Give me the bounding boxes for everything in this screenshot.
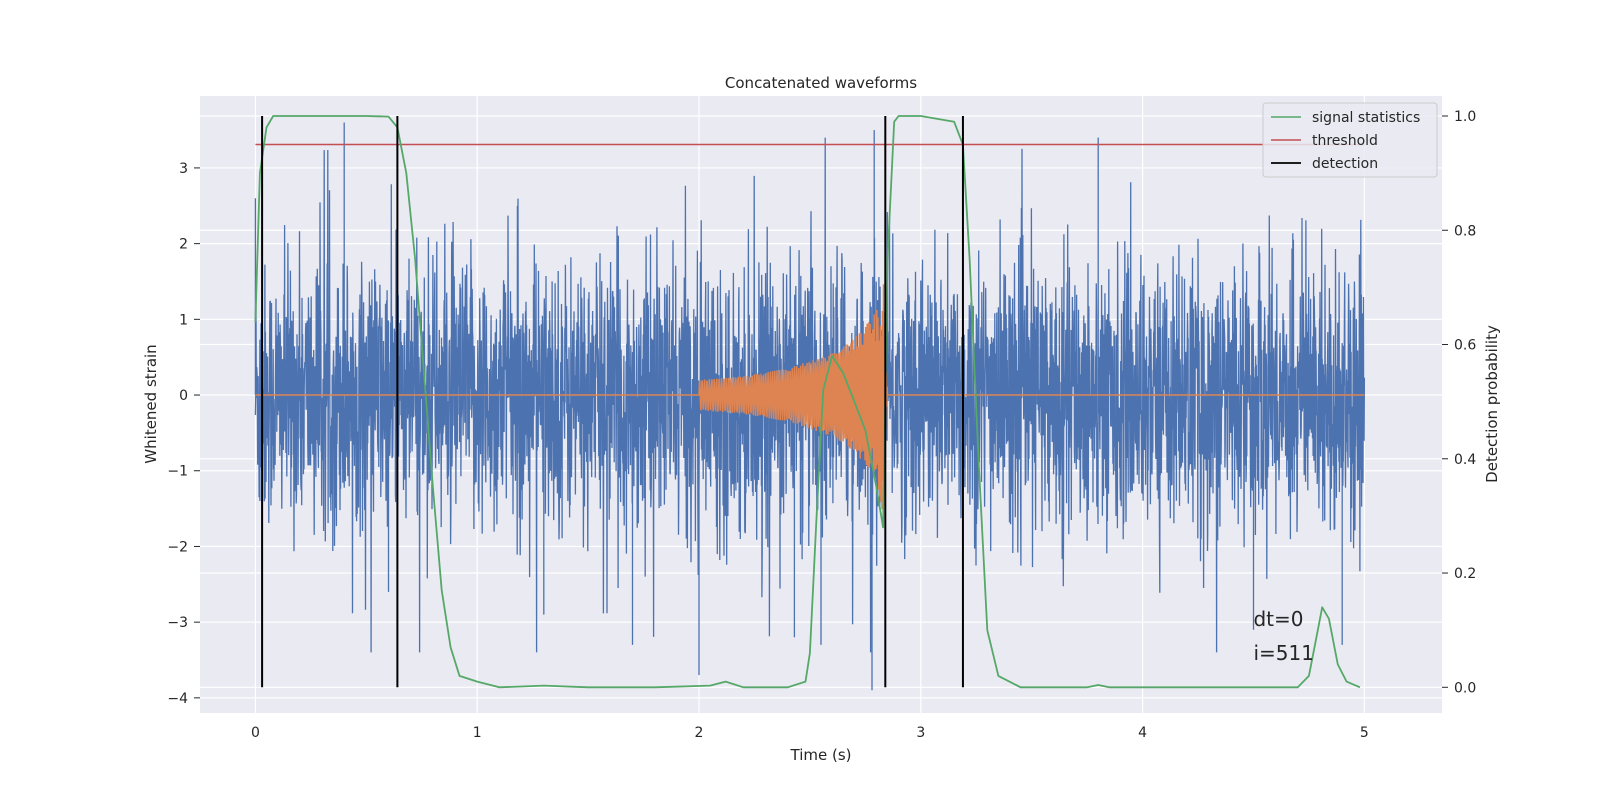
- tick-labels: 0 1 2 3 4 5 −4 −3 −2 −1 0 1 2 3 0.0 0.2 0.4 0.6 0.8 1.0: [167, 109, 1476, 741]
- series-injected-waveform: [255, 284, 1365, 510]
- legend-box: [1262, 102, 1438, 178]
- x-axis-label: Time (s): [790, 746, 852, 764]
- annotation-dt: dt=0: [1253, 607, 1303, 631]
- y-tick-label-right: 0.0: [1454, 680, 1476, 696]
- legend-label-threshold: threshold: [1312, 133, 1378, 149]
- x-tick-label: 0: [251, 725, 260, 741]
- y-tick-label-right: 0.4: [1454, 452, 1476, 468]
- chart-title: Concatenated waveforms: [725, 74, 917, 92]
- y-tick-label-left: −4: [167, 691, 188, 707]
- series-signal-statistics: [254, 115, 1361, 689]
- y-tick-label-right: 0.2: [1454, 566, 1476, 582]
- y-tick-label-left: 3: [179, 161, 188, 177]
- legend: signal statistics threshold detection: [1262, 102, 1438, 178]
- y-axis-label-right: Detection probability: [1483, 325, 1501, 483]
- y-tick-label-left: −2: [167, 539, 188, 555]
- y-tick-label-left: −3: [167, 615, 188, 631]
- y-tick-label-right: 0.6: [1454, 338, 1476, 354]
- legend-label-signal-statistics: signal statistics: [1312, 110, 1420, 126]
- x-tick-label: 3: [916, 725, 925, 741]
- y-tick-label-left: 0: [179, 388, 188, 404]
- y-tick-label-left: −1: [167, 464, 188, 480]
- annotation-index: i=511: [1253, 641, 1314, 665]
- y-axis-label-left: Whitened strain: [142, 344, 160, 463]
- data-layer: [254, 115, 1366, 691]
- x-tick-label: 1: [473, 725, 482, 741]
- legend-label-detection: detection: [1312, 156, 1378, 172]
- x-tick-label: 5: [1360, 725, 1369, 741]
- y-tick-label-right: 0.8: [1454, 223, 1476, 239]
- y-tick-label-left: 2: [179, 237, 188, 253]
- y-tick-label-right: 1.0: [1454, 109, 1476, 125]
- y-tick-label-left: 1: [179, 312, 188, 328]
- x-tick-label: 2: [695, 725, 704, 741]
- x-tick-label: 4: [1138, 725, 1147, 741]
